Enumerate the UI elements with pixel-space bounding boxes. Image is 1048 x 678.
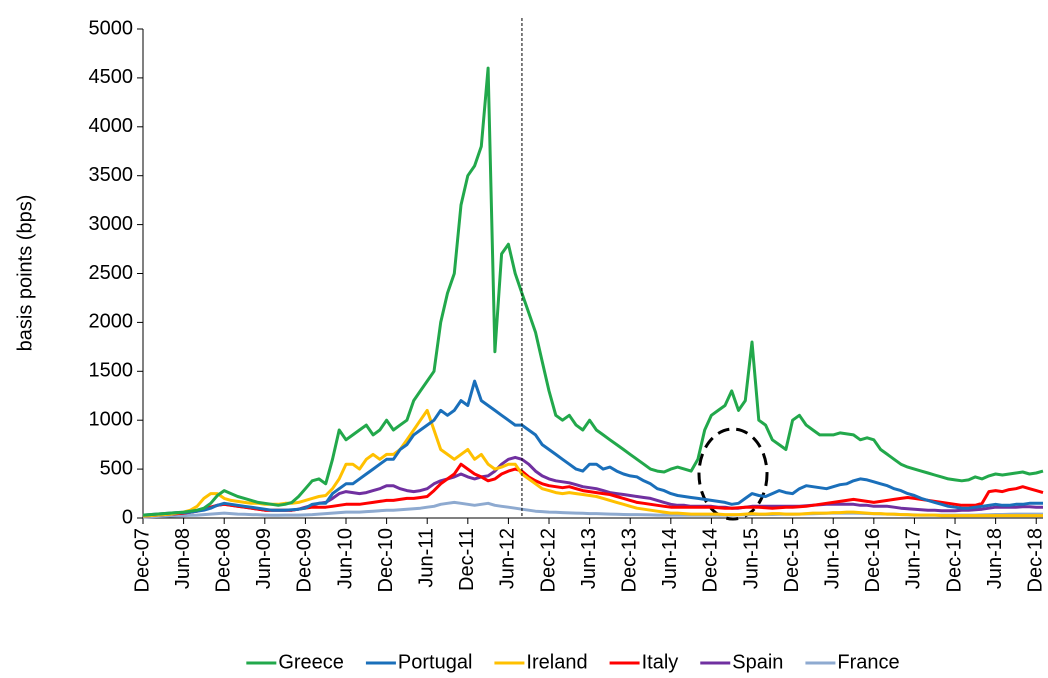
x-tick-label: Jun-15: [740, 528, 762, 589]
x-tick-label: Jun-08: [172, 528, 194, 589]
x-tick-label: Jun-10: [334, 528, 356, 589]
legend-label: Spain: [732, 651, 783, 673]
x-tick-label: Jun-18: [984, 528, 1006, 589]
x-tick-label: Dec-12: [537, 528, 559, 592]
y-tick-label: 1000: [89, 408, 134, 430]
x-tick-label: Jun-12: [497, 528, 519, 589]
x-tick-label: Dec-07: [131, 528, 153, 592]
x-tick-label: Jun-14: [659, 528, 681, 589]
y-tick-label: 5000: [89, 17, 134, 39]
legend-label: Ireland: [526, 651, 587, 673]
y-tick-label: 3000: [89, 213, 134, 235]
x-tick-label: Dec-17: [943, 528, 965, 592]
legend-label: Italy: [642, 651, 679, 673]
legend-label: Greece: [278, 651, 344, 673]
series-line: [142, 379, 1043, 517]
legend-label: Portugal: [398, 651, 473, 673]
y-tick-label: 0: [122, 506, 133, 528]
y-tick-label: 4000: [89, 115, 134, 137]
x-tick-label: Dec-08: [212, 528, 234, 592]
legend-label: France: [837, 651, 899, 673]
x-tick-label: Jun-13: [578, 528, 600, 589]
y-tick-label: 4500: [89, 66, 134, 88]
legend: Greece Portugal Ireland Italy Spain France: [246, 651, 900, 673]
x-tick-label: Dec-11: [456, 528, 478, 591]
x-tick-label: Dec-15: [781, 528, 803, 592]
x-tick-label: Dec-14: [700, 528, 722, 592]
series-line: [142, 66, 1044, 517]
x-tick-label: Jun-16: [822, 528, 844, 589]
x-tick-label: Jun-09: [253, 528, 275, 589]
x-tick-label: Dec-16: [862, 528, 884, 592]
y-axis-label: basis points (bps): [14, 195, 36, 352]
x-tick-label: Dec-13: [618, 528, 640, 592]
y-tick-label: 2500: [89, 262, 134, 284]
x-tick-label: Dec-10: [375, 528, 397, 592]
y-tick-label: 2000: [89, 311, 134, 333]
y-tick-label: 500: [100, 457, 133, 479]
x-tick-label: Dec-18: [1025, 528, 1047, 592]
x-tick-label: Dec-09: [294, 528, 316, 592]
highlight-ellipse: [697, 427, 769, 521]
y-tick-label: 3500: [89, 164, 134, 186]
y-tick-label: 1500: [89, 360, 134, 382]
x-tick-label: Jun-11: [415, 528, 437, 588]
x-tick-label: Jun-17: [903, 528, 925, 589]
